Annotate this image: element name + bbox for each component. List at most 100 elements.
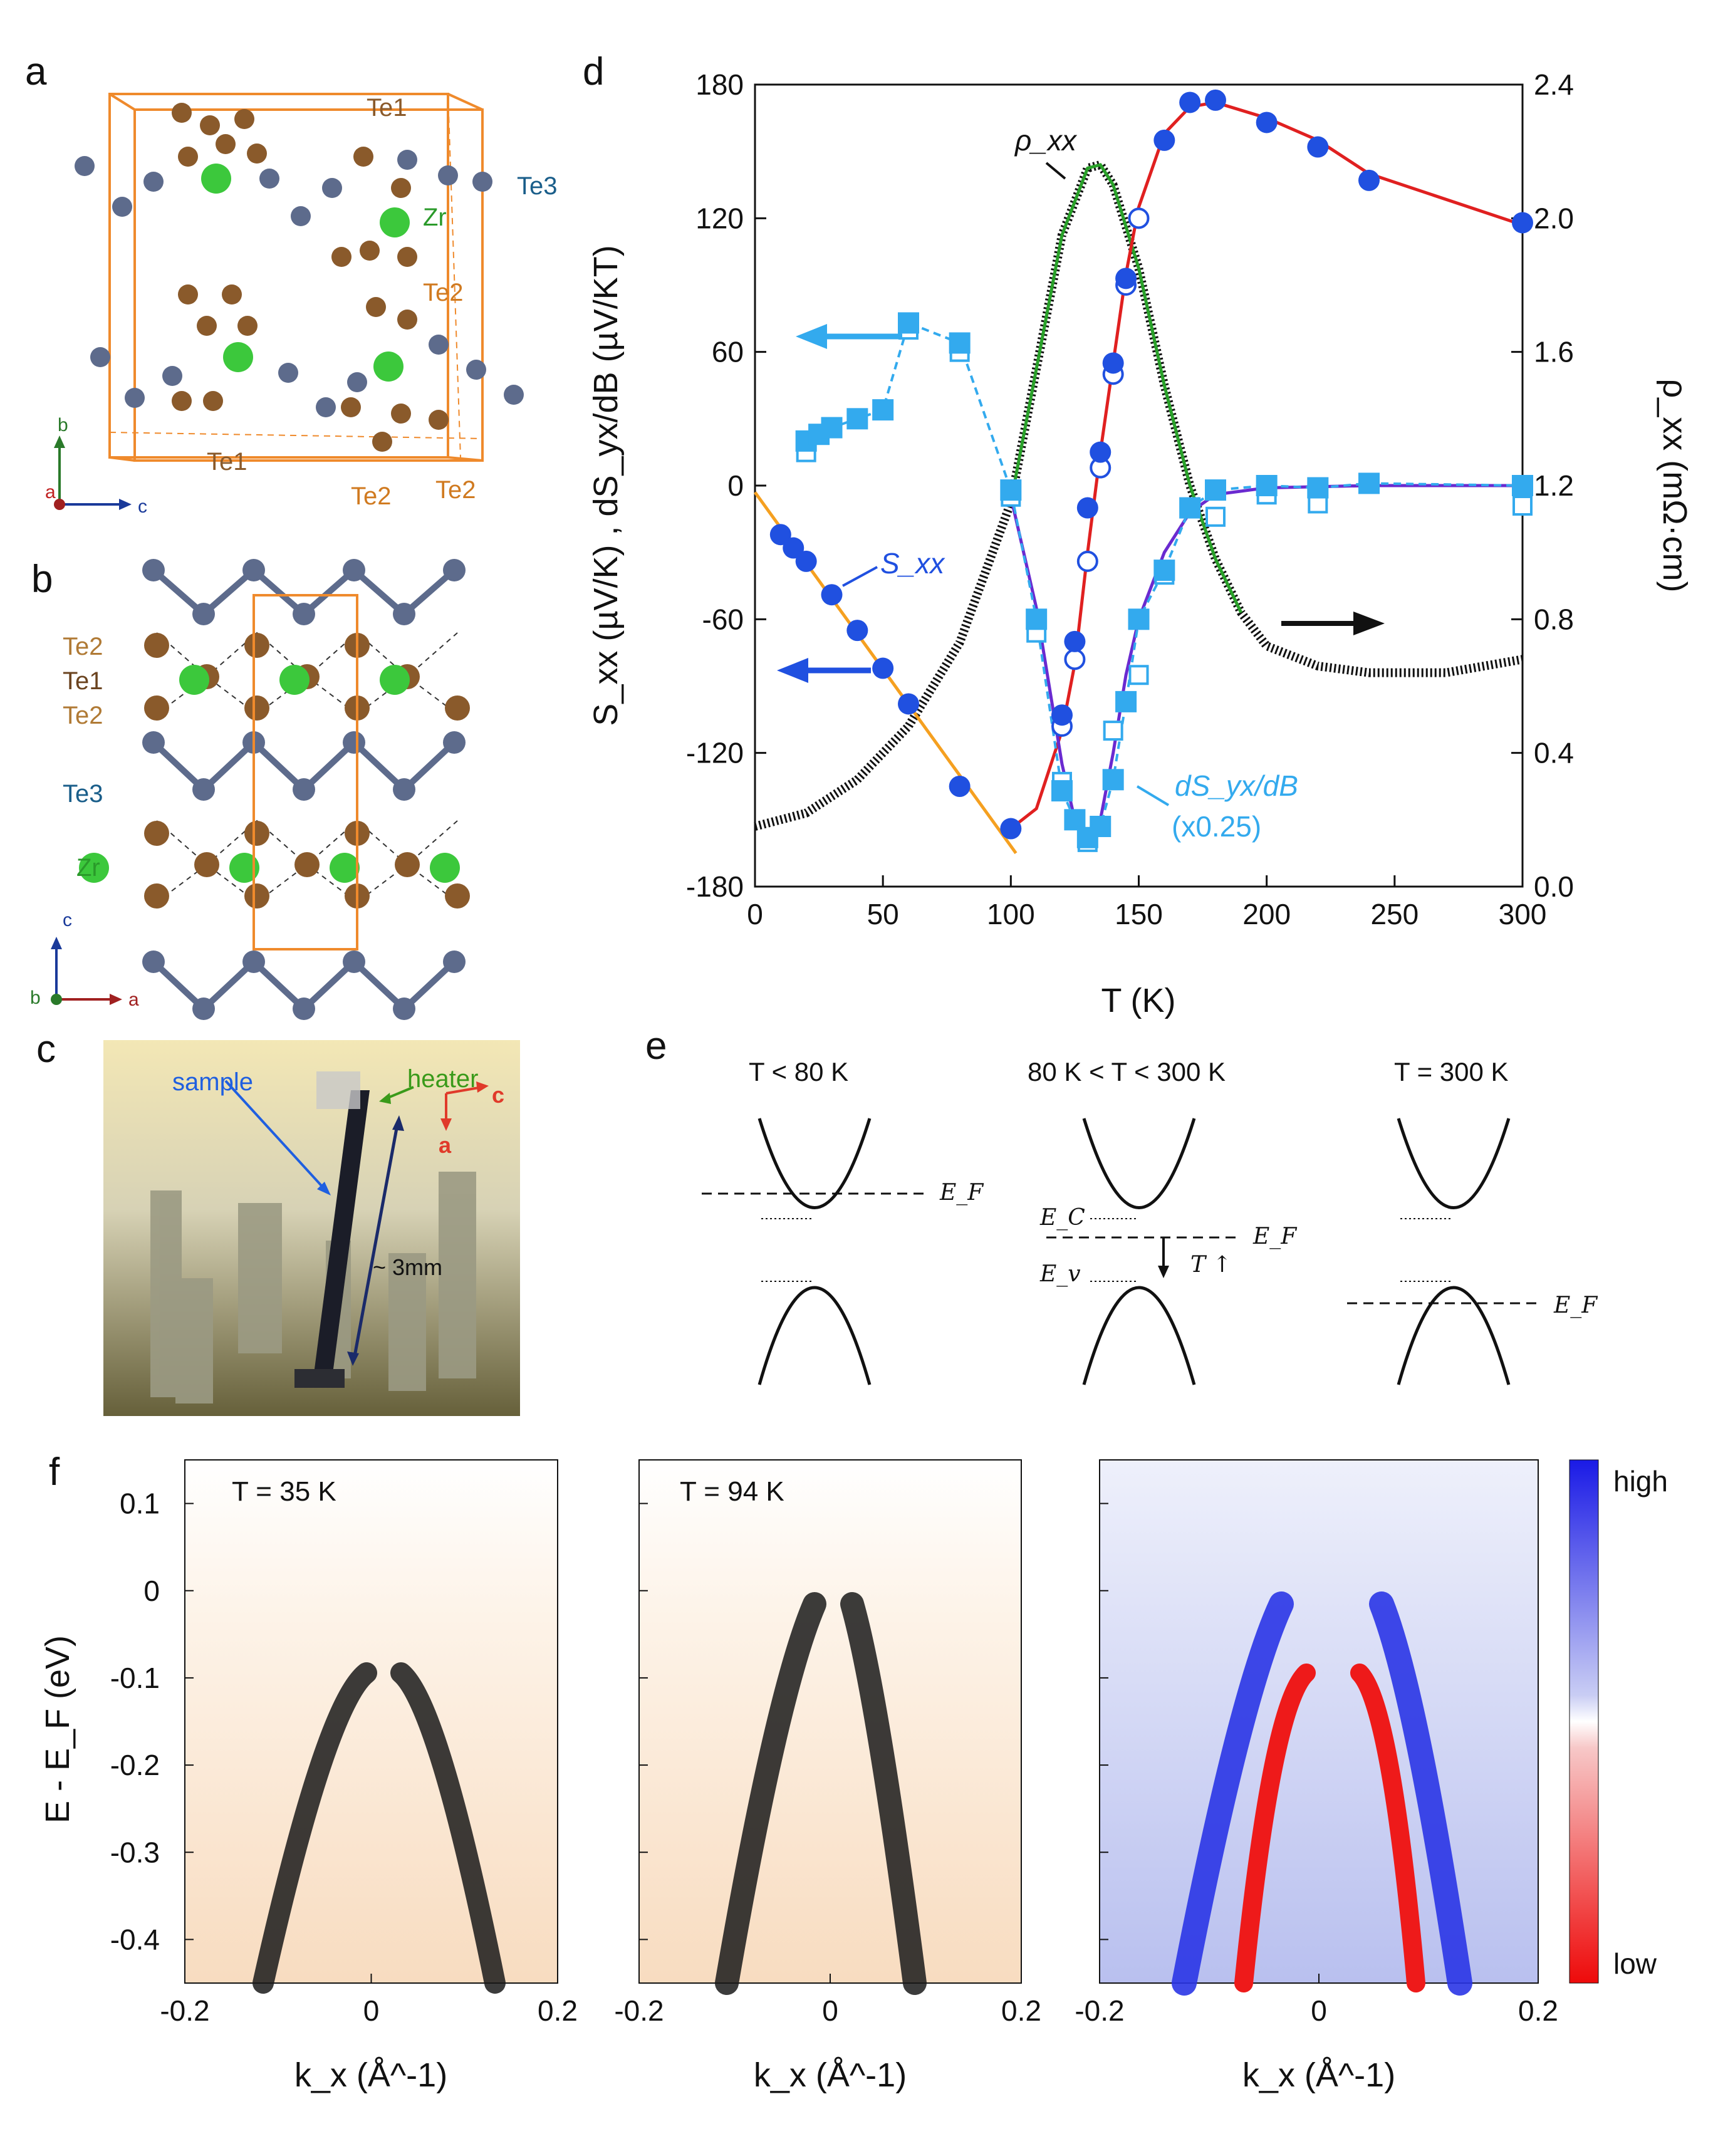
band-t-up: T ↑ [1190, 1252, 1232, 1278]
x-tick-label: 200 [1242, 898, 1291, 930]
dsyx-filled-square [1256, 475, 1278, 496]
dsyx-filled-square [1115, 690, 1137, 712]
label-te2-bottom-1: Te2 [351, 482, 392, 510]
sxx-filled-circle [1102, 352, 1124, 374]
dsyx-filled-square [1090, 816, 1111, 837]
arpes-y-tick-label: 0.1 [120, 1487, 160, 1520]
sxx-open-circle [1076, 550, 1098, 572]
band-title-high: T = 300 K [1394, 1057, 1509, 1086]
dsyx-filled-square [898, 312, 919, 334]
sxx-filled-circle [1076, 497, 1098, 519]
dsyx-open-square [1512, 496, 1533, 516]
sxx-open-circle [1128, 207, 1150, 229]
axis-b-c: c [63, 910, 72, 930]
x-tick-label: 50 [867, 898, 899, 930]
panel-b-crystal: Te2 Te1 Te2 Te3 Zr c b a [30, 559, 470, 1020]
dsyx-open-square [1103, 721, 1123, 741]
annotation-rho: ρ_xx [1014, 124, 1078, 157]
sxx-fit-curve [1009, 100, 1523, 830]
sxx-filled-circle [1000, 818, 1022, 840]
dsyx-filled-square [821, 417, 843, 439]
axis-b-b: b [30, 987, 41, 1008]
sxx-filled-circle [795, 550, 817, 572]
label-zr: Zr [423, 204, 447, 231]
plot-series [753, 89, 1533, 855]
panel-e-bands: T < 80 K 80 K < T < 300 K T = 300 K [702, 1057, 1598, 1385]
sxx-filled-circle [1256, 112, 1278, 133]
panel-letter-b: b [31, 558, 53, 601]
dsyx-filled-square [1179, 497, 1201, 519]
label-b-te2-a: Te2 [63, 633, 103, 660]
label-b-te1: Te1 [63, 667, 103, 695]
y-left-tick-label: 180 [695, 68, 744, 101]
axis-a-a: a [45, 482, 56, 503]
y-right-tick-label: 1.6 [1534, 336, 1574, 368]
photo-label-heater: heater [407, 1065, 478, 1093]
arpes-x-tick-label: 0.2 [1001, 1994, 1041, 2027]
sxx-filled-circle [769, 524, 791, 546]
dsyx-open-square [1205, 506, 1226, 527]
y-left-tick-label: 0 [727, 469, 744, 502]
x-tick-label: 0 [747, 898, 763, 930]
band-ef-low: E_F [939, 1180, 984, 1206]
x-axis-title: T (K) [1101, 982, 1176, 1019]
band-ef-high: E_F [1553, 1293, 1598, 1318]
axis-a-c: c [138, 496, 147, 517]
colorbar-low: low [1613, 1947, 1657, 1980]
sxx-filled-circle [1064, 630, 1086, 652]
arpes-x-tick-label: -0.2 [160, 1994, 209, 2027]
axis-b-a: a [128, 989, 139, 1010]
colorbar-high: high [1613, 1465, 1668, 1497]
dsyx-filled-square [1051, 780, 1073, 802]
arpes-x-tick-label: -0.2 [614, 1994, 664, 2027]
panel-f-arpes: high low T = 35 K T = 94 K 0.1 0 -0.1 -0.2 -… [39, 1459, 1668, 2094]
band-ev: E_v [1039, 1261, 1081, 1287]
dsyx-filled-square [1102, 769, 1124, 791]
sxx-filled-circle [1153, 129, 1175, 151]
y-left-tick-label: 60 [712, 336, 744, 368]
sxx-filled-circle [1358, 169, 1380, 191]
label-te1-top: Te1 [367, 94, 407, 122]
arpes-y-tick-label: -0.3 [110, 1836, 160, 1868]
photo-axis-a: a [439, 1132, 452, 1158]
sxx-filled-circle [1115, 268, 1137, 289]
dsyx-filled-square [1064, 809, 1086, 831]
dsyx-filled-square [1205, 479, 1226, 501]
arpes-y-tick-label: -0.4 [110, 1923, 160, 1956]
x-tick-label: 150 [1115, 898, 1163, 930]
sxx-open-circle [1064, 648, 1086, 670]
y-right-tick-label: 2.4 [1534, 68, 1574, 101]
label-b-te2-b: Te2 [63, 702, 103, 729]
band-title-mid: 80 K < T < 300 K [1028, 1057, 1226, 1086]
sxx-filled-circle [1051, 704, 1073, 726]
y-left-tick-label: -120 [686, 737, 744, 769]
panel-a-crystal: Te1 Te3 Zr Te2 Te1 Te2 Te2 b a c [45, 93, 558, 517]
x-tick-label: 250 [1370, 898, 1419, 930]
arpes-x-tick-label: 0 [822, 1994, 838, 2027]
dsyx-filled-square [949, 332, 971, 354]
arpes-x-title-2: k_x (Å^-1) [754, 2056, 907, 2094]
axis-a-b: b [58, 415, 68, 435]
y-left-tick-label: -60 [702, 603, 744, 635]
label-te2-right: Te2 [423, 279, 464, 306]
band-ef-mid: E_F [1252, 1224, 1298, 1249]
dsyx-filled-square [1358, 472, 1380, 494]
y-right-tick-label: 0.4 [1534, 737, 1574, 769]
arrow-left-axis-dsyx [796, 324, 902, 349]
sxx-filled-circle [872, 657, 894, 679]
dsyx-open-square [1128, 665, 1149, 685]
dsyx-filled-square [1307, 477, 1329, 499]
arpes-y-title: E - E_F (eV) [39, 1635, 76, 1823]
annotation-dsyx-scale: (x0.25) [1172, 810, 1261, 843]
band-ec: E_C [1039, 1205, 1085, 1231]
sxx-filled-circle [949, 776, 971, 797]
label-te1-bottom: Te1 [207, 448, 247, 476]
y-right-tick-label: 1.2 [1534, 469, 1574, 502]
panel-c-photo: sample heater ~ 3mm c a [103, 1040, 520, 1416]
y-right-axis-title: ρ_xx (mΩ·cm) [1656, 378, 1694, 592]
photo-label-length: ~ 3mm [373, 1254, 442, 1280]
arpes-x-tick-label: 0 [363, 1994, 380, 2027]
x-tick-label: 100 [987, 898, 1035, 930]
x-tick-label: 300 [1499, 898, 1547, 930]
pointer-dsyx [1136, 785, 1170, 806]
